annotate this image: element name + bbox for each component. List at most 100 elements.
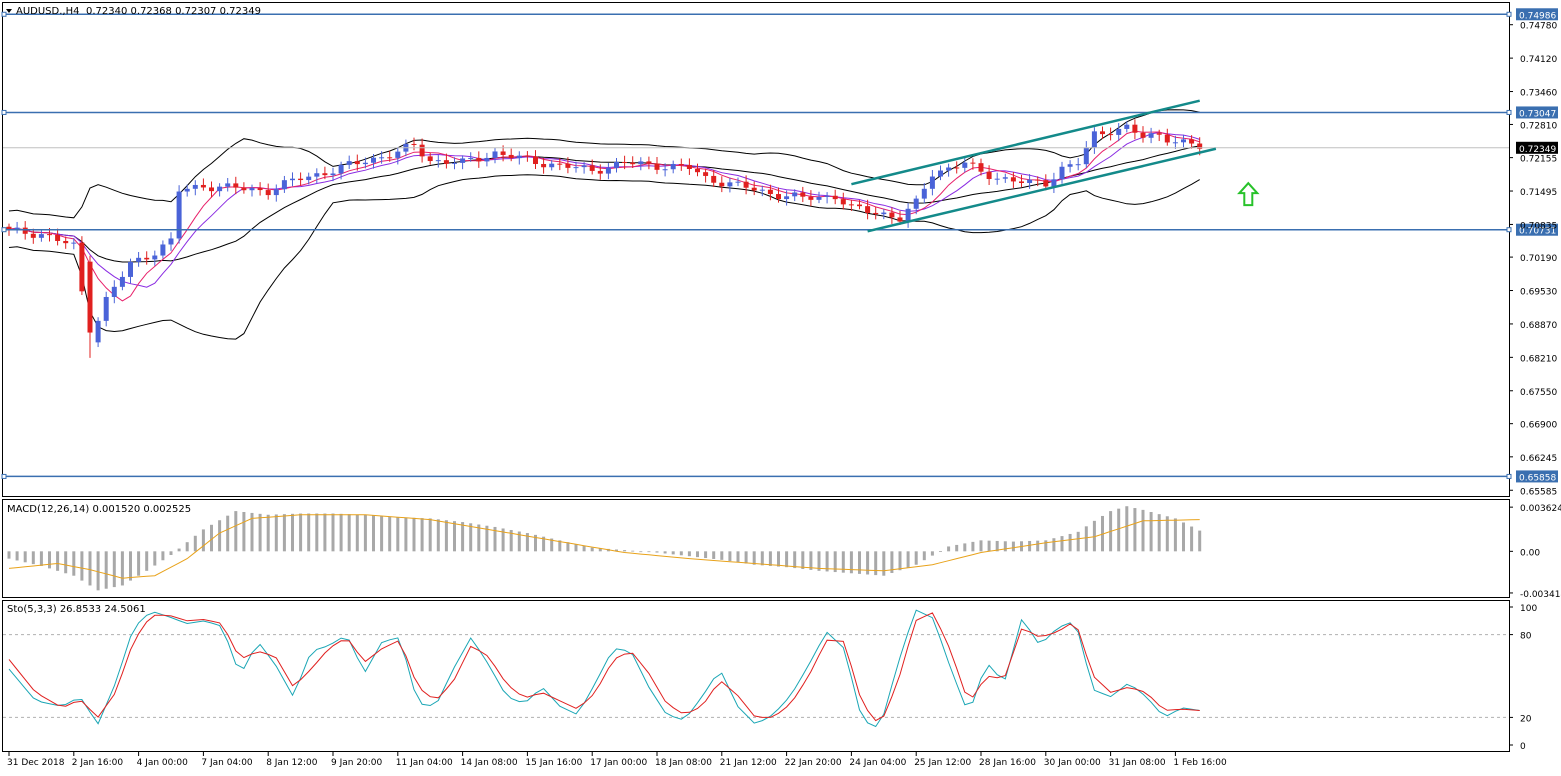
macd-histogram-bar xyxy=(712,551,716,559)
candle-body xyxy=(233,183,239,188)
dropdown-triangle-icon[interactable] xyxy=(6,9,12,13)
level-handle[interactable] xyxy=(1506,473,1512,479)
symbol-label: AUDUSD.,H4 xyxy=(16,6,79,17)
candle-body xyxy=(1172,142,1178,144)
macd-histogram-bar xyxy=(1173,518,1177,552)
candle-body xyxy=(443,160,449,164)
macd-histogram-bar xyxy=(1076,531,1080,552)
macd-histogram-bar xyxy=(849,551,853,574)
macd-histogram-bar xyxy=(736,551,740,563)
candle-body xyxy=(638,161,644,165)
candle-body xyxy=(241,187,247,191)
time-axis-label: 25 Jan 12:00 xyxy=(914,758,971,768)
macd-histogram-bar xyxy=(841,551,845,573)
level-handle[interactable] xyxy=(1,473,7,479)
candle-body xyxy=(1051,179,1057,187)
macd-histogram-bar xyxy=(323,513,327,552)
level-price-label: 0.74986 xyxy=(1519,11,1556,21)
macd-histogram-bar xyxy=(631,550,635,552)
candle-body xyxy=(160,244,166,256)
time-axis-label: 9 Jan 20:00 xyxy=(331,758,383,768)
candle-body xyxy=(848,204,854,206)
candle-body xyxy=(168,238,174,245)
macd-histogram-bar xyxy=(444,520,448,552)
macd-histogram-bar xyxy=(1003,541,1007,552)
stochastic-axis-label: 0 xyxy=(1520,742,1526,752)
candle-body xyxy=(751,187,757,191)
candle-body xyxy=(176,191,182,239)
candle-body xyxy=(533,156,538,164)
channel-lower-line[interactable] xyxy=(867,147,1217,233)
macd-histogram-bar xyxy=(161,551,165,561)
candle-body xyxy=(6,226,12,230)
macd-histogram-bar xyxy=(1182,522,1185,552)
macd-histogram-bar xyxy=(768,551,772,566)
macd-histogram-bar xyxy=(185,542,189,552)
candle-body xyxy=(581,165,587,168)
time-axis-label: 28 Jan 16:00 xyxy=(979,758,1036,768)
macd-histogram-bar xyxy=(679,551,683,556)
candle-body xyxy=(840,199,846,205)
macd-histogram-bar xyxy=(112,551,116,588)
macd-histogram-bar xyxy=(355,514,359,552)
candle-body xyxy=(1027,179,1033,183)
macd-histogram-bar xyxy=(120,551,124,586)
candle-body xyxy=(938,170,943,177)
candle-body xyxy=(970,162,976,164)
candle-body xyxy=(1164,134,1170,143)
macd-histogram-bar xyxy=(404,517,408,552)
candle-body xyxy=(597,170,603,174)
macd-histogram-bar xyxy=(242,512,246,552)
up-arrow-icon[interactable] xyxy=(1237,181,1260,207)
macd-histogram-bar xyxy=(663,551,667,554)
macd-axis-label: -0.003414 xyxy=(1520,590,1561,600)
price-axis-label: 0.68870 xyxy=(1520,321,1557,331)
macd-histogram-bar xyxy=(744,551,748,564)
time-axis-label: 7 Jan 04:00 xyxy=(201,758,253,768)
candle-body xyxy=(897,217,903,222)
candle-body xyxy=(492,151,498,158)
candle-body xyxy=(921,188,927,199)
stochastic-pane[interactable] xyxy=(2,600,1510,752)
macd-histogram-bar xyxy=(210,524,213,552)
macd-histogram-bar xyxy=(1117,508,1121,552)
macd-histogram-bar xyxy=(542,536,546,552)
time-axis-label: 31 Jan 08:00 xyxy=(1109,758,1166,768)
candle-body xyxy=(411,143,417,145)
candle-body xyxy=(524,155,530,157)
candle-body xyxy=(362,162,368,165)
level-handle[interactable] xyxy=(1,109,7,115)
macd-axis-label: 0.00 xyxy=(1520,548,1540,558)
macd-histogram-bar xyxy=(752,551,756,565)
candle-body xyxy=(257,188,263,191)
macd-histogram-bar xyxy=(477,524,481,552)
price-pane[interactable] xyxy=(2,2,1510,497)
candle-body xyxy=(371,157,376,163)
macd-histogram-bar xyxy=(1133,508,1137,552)
macd-pane[interactable] xyxy=(2,499,1510,598)
macd-histogram-bar xyxy=(1149,512,1153,552)
macd-histogram-bar xyxy=(31,551,35,565)
candle-body xyxy=(508,154,514,159)
candle-body xyxy=(678,163,684,165)
candle-body xyxy=(743,181,749,188)
level-price-tag xyxy=(1516,8,1558,21)
candle-body xyxy=(484,157,490,162)
channel-upper-line[interactable] xyxy=(851,99,1200,186)
time-axis-label: 8 Jan 12:00 xyxy=(266,758,318,768)
candle-body xyxy=(322,173,328,176)
level-handle[interactable] xyxy=(1506,227,1512,233)
level-handle[interactable] xyxy=(1506,109,1512,115)
level-handle[interactable] xyxy=(1,11,7,17)
macd-histogram-bar xyxy=(825,551,829,572)
macd-histogram-bar xyxy=(226,515,230,552)
price-axis-label: 0.67550 xyxy=(1520,388,1557,398)
candle-body xyxy=(695,169,700,173)
level-handle[interactable] xyxy=(1,227,7,233)
candle-body xyxy=(265,190,271,196)
macd-histogram-bar xyxy=(461,522,465,552)
price-axis-label: 0.71495 xyxy=(1520,188,1557,198)
level-handle[interactable] xyxy=(1506,11,1512,17)
candle-body xyxy=(1156,133,1162,135)
